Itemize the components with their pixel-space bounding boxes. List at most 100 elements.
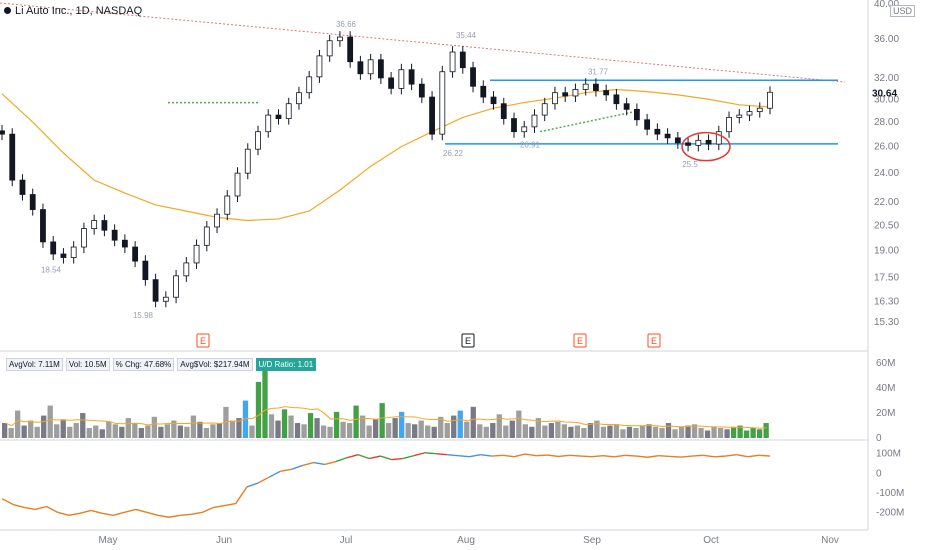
volume-bar [80, 413, 86, 438]
rs-line-segment [313, 461, 325, 466]
candle [132, 241, 139, 268]
candle [439, 65, 446, 141]
volume-bar [262, 368, 268, 438]
candle-body [664, 133, 671, 139]
volume-bar [164, 424, 171, 438]
last-price-label: 30.64 [872, 88, 897, 99]
price-annotation: 26.91 [520, 140, 541, 149]
candle [367, 53, 374, 80]
candle [50, 235, 57, 261]
rs-line-segment [224, 502, 236, 507]
candle-body [674, 137, 681, 144]
volume-bar [333, 411, 340, 438]
rs-line-segment [436, 453, 448, 456]
price-tick-label: 22.00 [874, 197, 899, 208]
candle [480, 80, 487, 104]
candle-body [470, 67, 476, 87]
volume-pane [2, 368, 769, 438]
volume-bar [470, 406, 476, 438]
volume-bar [372, 419, 379, 438]
volume-tick-label: 20M [876, 408, 895, 419]
price-tick-label: 16.30 [874, 296, 899, 307]
volume-bar [477, 424, 483, 438]
rs-line-segment [335, 456, 348, 463]
volume-bar [301, 424, 307, 438]
volume-bar [67, 426, 73, 438]
candle [582, 78, 589, 96]
volume-bar [15, 410, 21, 438]
candle-body [613, 94, 620, 105]
candle-body [541, 103, 548, 116]
moving-average-line [1, 88, 771, 222]
candle [347, 31, 354, 68]
candle-body [746, 111, 753, 116]
rs-line-segment [124, 508, 136, 514]
volume-bar [438, 416, 444, 438]
candle [674, 131, 681, 149]
axes: 15.30 16.30 17.50 19.00 20.50 22.00 24.00 26.00… [99, 0, 905, 546]
candle [418, 78, 425, 104]
volume-bar [691, 424, 698, 438]
candle [60, 248, 67, 264]
rs-line-segment [302, 461, 314, 467]
volume-bar [457, 410, 463, 438]
candle [111, 224, 118, 247]
candle-body [398, 69, 405, 89]
candle-body [623, 103, 630, 110]
rs-line-segment [469, 454, 481, 458]
candle-body [183, 262, 190, 277]
volume-bar [737, 425, 743, 438]
candle-body [715, 131, 722, 145]
candle-body [9, 133, 16, 181]
candle-body [500, 103, 507, 119]
avg-vol-badge: AvgVol: 7.11M [6, 358, 63, 371]
candle-body [337, 36, 343, 42]
price-annotation: 26.22 [443, 149, 464, 158]
rs-line-segment [547, 454, 559, 458]
candle [265, 109, 272, 138]
volume-bar [327, 426, 333, 438]
rs-line-segment [102, 512, 114, 516]
rs-line-segment [525, 453, 537, 457]
volume-tick-label: 60M [876, 358, 895, 369]
rs-line-segment [157, 514, 170, 518]
candle [685, 136, 691, 152]
rs-line-segment [747, 454, 759, 458]
candle-body [255, 131, 261, 150]
price-annotation: 31.77 [588, 67, 609, 76]
ud-ratio-badge: U/D Ratio: 1.01 [255, 358, 317, 371]
price-tick-label: 19.00 [874, 246, 899, 257]
candle-body [654, 128, 661, 135]
candle-body [101, 220, 108, 231]
rs-line-segment [658, 454, 670, 458]
currency-label[interactable]: USD [890, 5, 916, 17]
candle [552, 86, 558, 110]
rs-line-segment [692, 454, 704, 457]
volume-bar [47, 405, 53, 438]
candle-body [736, 114, 743, 118]
price-annotation: 36.66 [336, 20, 357, 29]
volume-bar [223, 406, 229, 438]
volume-bar [112, 424, 118, 438]
candle [357, 55, 364, 80]
earnings-box [461, 333, 475, 348]
volume-bar [600, 426, 607, 438]
candle-body [244, 148, 251, 174]
earnings-label: E [577, 336, 583, 346]
candle [193, 239, 200, 269]
x-tick-label: Jun [216, 535, 232, 546]
rs-line-segment [113, 511, 125, 516]
candle [726, 111, 732, 138]
volume-bar [418, 420, 424, 438]
candle [654, 123, 661, 141]
rs-line-segment [536, 454, 548, 457]
candle-body [449, 51, 456, 73]
rs-line-segment [202, 506, 214, 514]
rs-line-segment [324, 460, 337, 466]
volume-bar [210, 424, 216, 438]
candle [81, 222, 87, 254]
volume-bar [34, 426, 40, 438]
volume-bar [503, 425, 509, 438]
volume-bar [639, 425, 646, 438]
volume-bar [620, 429, 626, 438]
